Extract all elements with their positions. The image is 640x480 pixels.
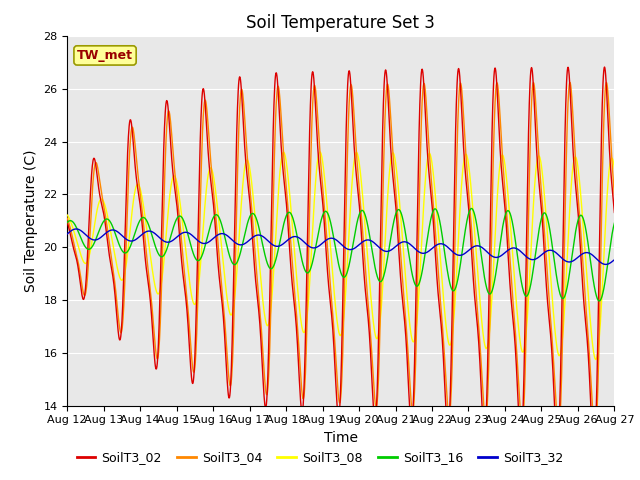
Text: TW_met: TW_met: [77, 49, 133, 62]
Y-axis label: Soil Temperature (C): Soil Temperature (C): [24, 150, 38, 292]
Legend: SoilT3_02, SoilT3_04, SoilT3_08, SoilT3_16, SoilT3_32: SoilT3_02, SoilT3_04, SoilT3_08, SoilT3_…: [72, 446, 568, 469]
X-axis label: Time: Time: [324, 431, 358, 445]
Title: Soil Temperature Set 3: Soil Temperature Set 3: [246, 13, 435, 32]
